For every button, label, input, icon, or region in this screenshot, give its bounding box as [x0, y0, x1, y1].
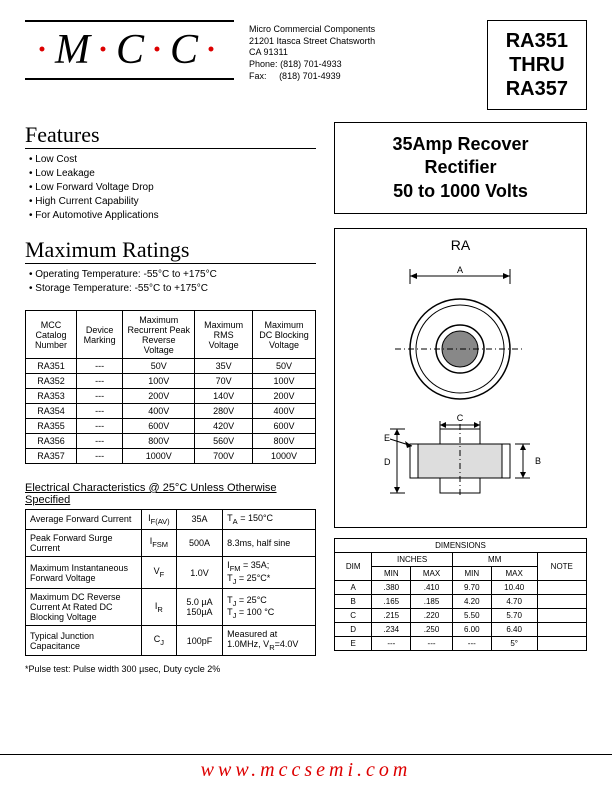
table-row: RA354---400V280V400V: [26, 404, 316, 419]
maxrating-item: Storage Temperature: -55°C to +175°C: [29, 282, 316, 296]
svg-text:E: E: [384, 433, 390, 443]
table-row: D.234.2506.006.40: [334, 623, 586, 637]
svg-text:A: A: [457, 265, 463, 275]
package-drawing: RA A: [334, 228, 587, 528]
logo: ·M·C·C·: [25, 20, 234, 80]
part-from: RA351: [506, 29, 568, 53]
part-thru: THRU: [506, 53, 568, 77]
svg-text:D: D: [384, 457, 391, 467]
table-row: RA357---1000V700V1000V: [26, 449, 316, 464]
drawing-label: RA: [343, 237, 578, 253]
table-row: Peak Forward Surge CurrentIFSM500A8.3ms,…: [26, 529, 316, 556]
dimensions-table: DIMENSIONS DIM INCHES MM NOTE MIN MAX MI…: [334, 538, 587, 651]
company-info: Micro Commercial Components 21201 Itasca…: [249, 20, 472, 110]
maxrating-item: Operating Temperature: -55°C to +175°C: [29, 268, 316, 282]
feature-item: Low Forward Voltage Drop: [29, 181, 316, 195]
table-row: RA353---200V140V200V: [26, 389, 316, 404]
company-name: Micro Commercial Components: [249, 24, 472, 36]
features-title: Features: [25, 122, 316, 149]
table-row: RA355---600V420V600V: [26, 419, 316, 434]
table-row: A.380.4109.7010.40: [334, 581, 586, 595]
svg-text:B: B: [535, 456, 541, 466]
elec-title: Electrical Characteristics @ 25°C Unless…: [25, 482, 316, 506]
feature-item: Low Cost: [29, 153, 316, 167]
elec-table: Average Forward CurrentIF(AV)35ATA = 150…: [25, 509, 316, 656]
table-row: B.165.1854.204.70: [334, 595, 586, 609]
table-row: Average Forward CurrentIF(AV)35ATA = 150…: [26, 510, 316, 530]
feature-item: Low Leakage: [29, 167, 316, 181]
table-row: E---------5°: [334, 637, 586, 651]
table-row: Maximum DC Reverse Current At Rated DC B…: [26, 589, 316, 626]
footer-url: www.mccsemi.com: [0, 754, 612, 782]
footnote: *Pulse test: Pulse width 300 µsec, Duty …: [25, 664, 316, 674]
svg-text:C: C: [457, 413, 464, 423]
ratings-table: MCC Catalog NumberDevice MarkingMaximum …: [25, 310, 316, 464]
table-row: C.215.2205.505.70: [334, 609, 586, 623]
table-row: Maximum Instantaneous Forward VoltageVF1…: [26, 556, 316, 589]
maxratings-title: Maximum Ratings: [25, 237, 316, 264]
company-addr2: CA 91311: [249, 47, 472, 59]
table-row: RA356---800V560V800V: [26, 434, 316, 449]
part-to: RA357: [506, 77, 568, 101]
table-row: RA351---50V35V50V: [26, 359, 316, 374]
feature-item: High Current Capability: [29, 195, 316, 209]
table-row: RA352---100V70V100V: [26, 374, 316, 389]
description-box: 35Amp Recover Rectifier 50 to 1000 Volts: [334, 122, 587, 214]
company-addr1: 21201 Itasca Street Chatsworth: [249, 36, 472, 48]
table-row: Typical Junction CapacitanceCJ100pFMeasu…: [26, 626, 316, 656]
features-list: Low CostLow LeakageLow Forward Voltage D…: [25, 153, 316, 223]
part-number-box: RA351 THRU RA357: [487, 20, 587, 110]
feature-item: For Automotive Applications: [29, 209, 316, 223]
maxratings-list: Operating Temperature: -55°C to +175°CSt…: [25, 268, 316, 296]
package-svg: A: [370, 259, 550, 519]
